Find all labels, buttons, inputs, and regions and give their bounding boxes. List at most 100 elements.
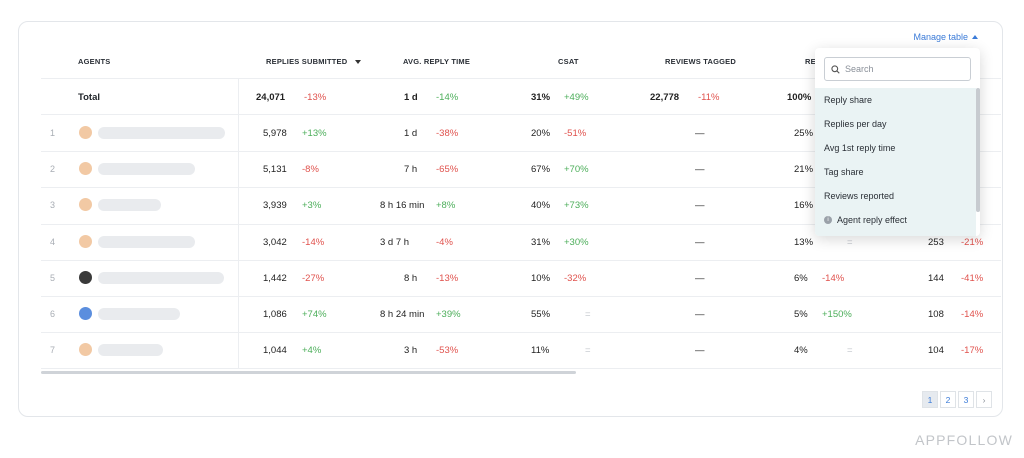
option-reviews-reported[interactable]: Reviews reported	[824, 191, 895, 201]
col8-value: 144	[928, 272, 944, 284]
replies-delta: -14%	[302, 236, 325, 248]
time-value: 1 d	[404, 128, 418, 139]
page-3-button[interactable]: 3	[958, 391, 974, 408]
tagged-value: —	[695, 236, 705, 248]
row-divider	[41, 187, 1001, 189]
share-value: 13%	[794, 236, 814, 248]
option-agent-reply-effect[interactable]: i Agent reply effect	[815, 208, 976, 232]
dropdown-search[interactable]	[824, 57, 971, 81]
replies-value: 5,131	[263, 164, 287, 176]
tagged-value: —	[695, 164, 705, 176]
csat-delta: =	[585, 309, 591, 320]
tagged-value: —	[695, 272, 705, 284]
header-replies-submitted[interactable]: REPLIES SUBMITTED	[266, 57, 362, 66]
tagged-value: —	[695, 345, 705, 357]
replies-value: 1,086	[263, 309, 287, 320]
csat-value: 20%	[531, 128, 551, 139]
next-page-button[interactable]: ›	[976, 391, 992, 408]
time-value: 7 h	[404, 164, 418, 176]
agent-name-placeholder	[98, 163, 195, 176]
csat-delta: -32%	[564, 272, 587, 284]
row-divider	[41, 223, 1001, 225]
time-delta: -53%	[436, 345, 459, 357]
header-reply-share[interactable]: REI	[805, 57, 819, 66]
csat-value: 11%	[531, 345, 550, 357]
csat-value: 31%	[531, 236, 551, 248]
header-divider	[41, 78, 1001, 79]
col8-delta: -17%	[961, 345, 984, 357]
manage-table-button[interactable]: Manage table	[913, 32, 978, 42]
agent-name-placeholder	[98, 235, 195, 248]
search-input[interactable]	[845, 64, 955, 74]
time-delta: -4%	[436, 236, 453, 248]
appfollow-logo: APPFOLLOW	[915, 432, 1013, 448]
share-value: 25%	[794, 128, 814, 139]
replies-delta: +74%	[302, 309, 327, 320]
agent-name-placeholder	[98, 199, 161, 212]
tagged-value: —	[695, 309, 705, 320]
caret-up-icon	[972, 35, 978, 39]
header-agents[interactable]: AGENTS	[78, 57, 111, 66]
horizontal-scrollbar[interactable]	[41, 371, 576, 374]
total-time: 1 d	[404, 92, 418, 103]
dropdown-scrollbar[interactable]	[976, 88, 980, 212]
total-replies: 24,071	[256, 92, 286, 103]
avatar	[79, 234, 92, 248]
share-delta: -14%	[822, 272, 845, 284]
replies-value: 1,044	[263, 345, 287, 357]
total-replies-delta: -13%	[304, 92, 327, 103]
csat-delta: =	[585, 345, 591, 357]
header-avg-reply-time[interactable]: AVG. REPLY TIME	[403, 57, 471, 66]
tagged-value: —	[695, 200, 705, 212]
row-divider	[41, 151, 1001, 153]
row-index: 3	[50, 200, 56, 211]
agent-name-placeholder	[98, 344, 163, 357]
csat-delta: +73%	[564, 200, 589, 212]
share-delta: =	[847, 345, 853, 357]
csat-value: 67%	[531, 164, 551, 176]
time-value: 8 h 24 min	[380, 309, 425, 320]
share-delta: =	[847, 236, 853, 248]
replies-delta: +4%	[302, 345, 322, 357]
replies-value: 5,978	[263, 128, 287, 139]
col8-value: 108	[928, 309, 944, 320]
page-2-button[interactable]: 2	[940, 391, 956, 408]
info-icon: i	[824, 216, 832, 224]
search-icon	[831, 64, 840, 74]
col8-delta: -14%	[961, 309, 984, 320]
time-value: 8 h 16 min	[380, 200, 425, 212]
option-replies-per-day[interactable]: Replies per day	[824, 119, 887, 129]
col8-delta: -21%	[961, 236, 984, 248]
time-delta: -38%	[436, 128, 459, 139]
total-csat: 31%	[531, 92, 551, 103]
time-value: 8 h	[404, 272, 418, 284]
row-divider	[41, 296, 1001, 297]
share-value: 21%	[794, 164, 814, 176]
row-divider	[41, 114, 1001, 115]
agent-name-placeholder	[98, 308, 180, 320]
csat-delta: +70%	[564, 164, 589, 176]
replies-delta: +13%	[302, 128, 327, 139]
time-value: 3 h	[404, 345, 418, 357]
replies-value: 3,042	[263, 236, 287, 248]
column-divider	[238, 78, 239, 368]
avatar	[79, 162, 92, 176]
header-reviews-tagged[interactable]: REVIEWS TAGGED	[665, 57, 736, 66]
avatar	[79, 307, 92, 320]
header-csat[interactable]: CSAT	[558, 57, 579, 66]
page-1-button[interactable]: 1	[922, 391, 938, 408]
avatar	[79, 198, 92, 212]
total-time-delta: -14%	[436, 92, 459, 103]
option-reply-share[interactable]: Reply share	[824, 95, 873, 105]
replies-delta: -27%	[302, 272, 325, 284]
row-index: 7	[50, 345, 56, 356]
share-delta: +150%	[822, 309, 852, 320]
total-label: Total	[78, 92, 100, 103]
option-avg-1st-reply-time[interactable]: Avg 1st reply time	[824, 143, 896, 153]
csat-delta: -51%	[564, 128, 587, 139]
col8-delta: -41%	[961, 272, 984, 284]
avatar	[79, 270, 92, 284]
agent-name-placeholder	[98, 271, 224, 284]
option-tag-share[interactable]: Tag share	[824, 167, 864, 177]
csat-value: 40%	[531, 200, 551, 212]
